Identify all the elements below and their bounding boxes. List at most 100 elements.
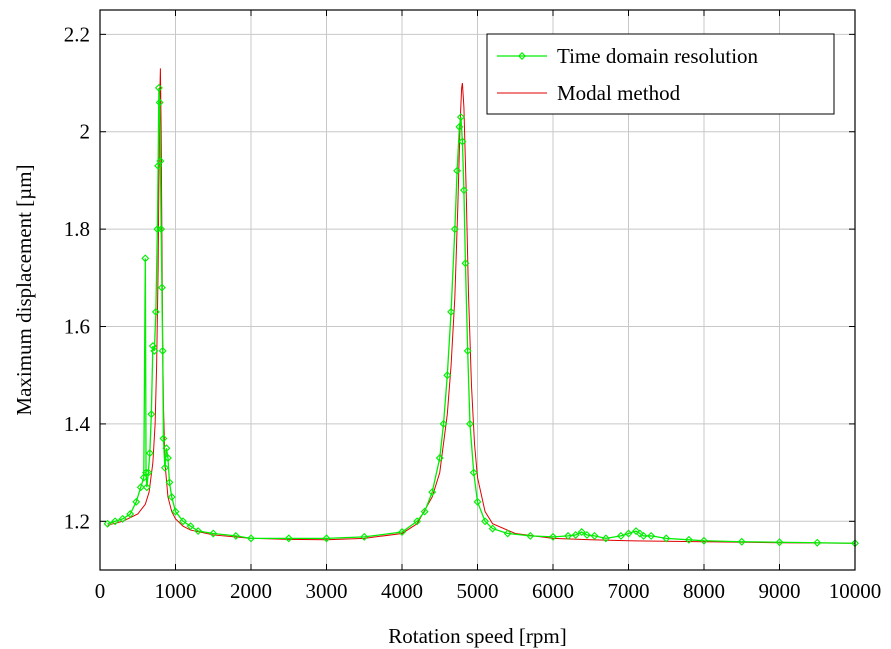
series-time-domain-point xyxy=(209,529,218,538)
series-time-domain-point xyxy=(635,529,644,538)
series-time-domain-point xyxy=(601,534,610,543)
legend-label-time-domain: Time domain resolution xyxy=(557,44,759,68)
series-time-domain-point xyxy=(167,492,176,501)
y-tick-label: 2 xyxy=(80,120,91,144)
series-time-domain-point xyxy=(624,529,633,538)
series-time-domain-point xyxy=(456,113,465,122)
series-time-domain-point xyxy=(157,225,166,234)
series-time-domain-point xyxy=(145,449,154,458)
series-time-domain-point xyxy=(571,530,580,539)
x-tick-label: 10000 xyxy=(829,579,882,603)
x-tick-label: 9000 xyxy=(759,579,801,603)
x-tick-label: 7000 xyxy=(608,579,650,603)
series-time-domain-point xyxy=(463,346,472,355)
x-tick-label: 1000 xyxy=(155,579,197,603)
series-time-domain-point xyxy=(453,166,462,175)
series-time-domain-point xyxy=(136,483,145,492)
series-time-domain-point xyxy=(420,507,429,516)
series-time-domain-point xyxy=(775,538,784,547)
series-time-domain-point xyxy=(450,225,459,234)
series-time-domain-point xyxy=(155,98,164,107)
legend: Time domain resolution Modal method xyxy=(486,33,835,115)
series-time-domain-point xyxy=(141,254,150,263)
series-time-domain-point xyxy=(564,531,573,540)
y-tick-label: 2.2 xyxy=(64,22,90,46)
series-time-domain-point xyxy=(413,517,422,526)
ticks xyxy=(99,10,856,570)
series-time-domain-point xyxy=(577,528,586,536)
series-time-domain-point xyxy=(150,346,159,355)
series-time-domain-point xyxy=(247,534,255,543)
series-time-domain-point xyxy=(179,517,188,526)
series-time-domain-point xyxy=(322,534,331,543)
series-time-domain-point xyxy=(455,122,464,131)
series-time-domain-point xyxy=(118,514,127,523)
series-time-domain-point xyxy=(165,478,174,487)
series-time-domain-point xyxy=(443,371,452,380)
y-axis-label: Maximum displacement [µm] xyxy=(12,164,36,415)
series-time-domain-point xyxy=(231,531,240,540)
series-time-domain-point xyxy=(147,410,156,419)
x-tick-label: 4000 xyxy=(381,579,423,603)
series-time-domain-point xyxy=(662,534,671,543)
x-tick-label: 3000 xyxy=(306,579,348,603)
series-time-domain-point xyxy=(447,307,456,316)
series-time-domain-point xyxy=(647,531,656,540)
series-time-domain-point xyxy=(488,524,497,533)
legend-marker-time-domain xyxy=(518,52,526,60)
y-tick-label: 1.8 xyxy=(64,217,90,241)
y-tick-label: 1.6 xyxy=(64,315,90,339)
series-time-domain-point xyxy=(459,186,468,195)
series-modal-method-line xyxy=(107,68,856,544)
series-time-domain-point xyxy=(737,537,746,546)
series-time-domain-point xyxy=(171,507,180,516)
series-time-domain-point xyxy=(473,497,482,506)
series-time-domain-point xyxy=(194,527,203,536)
series-time-domain-point xyxy=(132,497,141,506)
series-time-domain-point xyxy=(162,444,171,453)
series-time-domain-point xyxy=(186,522,195,531)
series-time-domain-point xyxy=(461,259,470,268)
series-time-domain-point xyxy=(154,83,163,92)
x-axis-label: Rotation speed [rpm] xyxy=(388,624,566,648)
series-time-domain-point xyxy=(469,468,478,477)
series-time-domain-point xyxy=(465,419,474,428)
series-time-domain-point xyxy=(126,510,135,518)
series-time-domain-point xyxy=(503,529,512,538)
series-time-domain-point xyxy=(142,468,151,477)
y-tick-label: 1.2 xyxy=(64,509,90,533)
series-time-domain-point xyxy=(398,528,406,536)
series-time-domain-point xyxy=(284,534,293,543)
series-time-domain-point xyxy=(549,532,557,541)
series-time-domain-point xyxy=(582,530,591,539)
series-time-domain-point xyxy=(151,307,160,316)
series-time-domain-point xyxy=(158,346,167,355)
series-time-domain-point xyxy=(160,463,169,472)
series-time-domain-point xyxy=(159,434,168,443)
x-tick-label: 6000 xyxy=(532,579,574,603)
legend-label-modal-method: Modal method xyxy=(557,81,681,105)
x-tick-label: 2000 xyxy=(230,579,272,603)
legend-box xyxy=(486,33,835,115)
series-time-domain-line xyxy=(107,87,856,544)
x-tick-label: 8000 xyxy=(683,579,725,603)
series-time-domain-point xyxy=(103,519,112,528)
series-time-domain-point xyxy=(428,488,437,497)
series-time-domain-point xyxy=(439,419,448,428)
series-time-domain-point xyxy=(616,531,625,540)
series-time-domain-point xyxy=(481,517,490,526)
series-time-domain-point xyxy=(360,532,369,541)
series-time-domain-point xyxy=(526,531,535,540)
series-time-domain-point xyxy=(163,454,172,462)
series-time-domain-point xyxy=(684,535,693,544)
series-time-domain-point xyxy=(144,468,153,477)
series-time-domain-point xyxy=(111,517,120,526)
series-time-domain-point xyxy=(632,527,641,536)
y-tick-label: 1.4 xyxy=(64,412,91,436)
series-time-domain-point xyxy=(157,283,166,292)
series-time-domain-point xyxy=(156,156,165,165)
series-time-domain-point xyxy=(435,454,444,462)
series-time-domain-point xyxy=(590,531,599,540)
series-time-domain-point xyxy=(639,531,648,540)
